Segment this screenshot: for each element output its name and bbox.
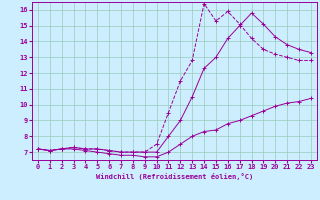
X-axis label: Windchill (Refroidissement éolien,°C): Windchill (Refroidissement éolien,°C) — [96, 173, 253, 180]
